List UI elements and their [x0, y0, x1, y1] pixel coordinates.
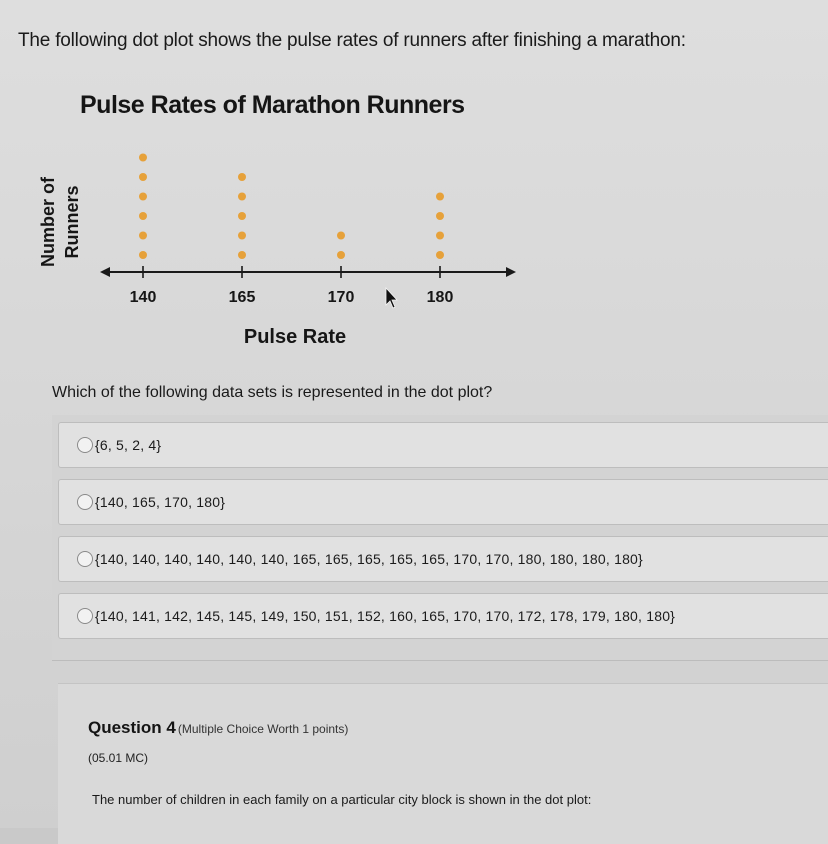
dot-mark — [238, 192, 246, 201]
x-ticks: 140 165 170 180 — [130, 266, 454, 306]
axis-arrow-right — [506, 267, 516, 277]
dot-mark — [139, 173, 147, 181]
dot-plot-chart: Pulse Rates of Marathon Runners Number o… — [38, 91, 516, 348]
x-tick-label: 180 — [427, 289, 454, 306]
radio-circle-icon[interactable] — [77, 494, 93, 510]
dot-mark — [238, 251, 246, 259]
x-axis — [100, 267, 516, 277]
dot-mark — [436, 212, 444, 220]
chart-title: Pulse Rates of Marathon Runners — [80, 91, 465, 119]
question-4-meta: (Multiple Choice Worth 1 points) — [177, 722, 349, 736]
dot-mark — [238, 173, 246, 181]
x-tick-label: 170 — [328, 289, 355, 306]
x-axis-label: Pulse Rate — [244, 326, 346, 348]
option-b-label: {140, 165, 170, 180} — [95, 494, 226, 510]
option-d-label: {140, 141, 142, 145, 145, 149, 150, 151,… — [95, 608, 676, 624]
question-4-text: The number of children in each family on… — [92, 792, 592, 807]
option-b[interactable]: {140, 165, 170, 180} — [58, 479, 828, 525]
option-a-label: {6, 5, 2, 4} — [95, 437, 162, 453]
option-d[interactable]: {140, 141, 142, 145, 145, 149, 150, 151,… — [58, 593, 828, 639]
dot-mark — [436, 251, 444, 259]
dot-mark — [139, 251, 147, 259]
x-tick-label: 165 — [229, 289, 256, 306]
y-axis-label-line1: Number of — [38, 176, 58, 267]
x-tick-label: 140 — [130, 289, 157, 306]
radio-circle-icon[interactable] — [77, 551, 93, 567]
dot-mark — [238, 212, 246, 220]
option-c-label: {140, 140, 140, 140, 140, 140, 165, 165,… — [95, 551, 643, 567]
option-a[interactable]: {6, 5, 2, 4} — [58, 422, 828, 468]
prompt-text: The following dot plot shows the pulse r… — [18, 30, 686, 51]
radio-circle-icon[interactable] — [77, 437, 93, 453]
dot-mark — [238, 231, 246, 240]
dot-mark — [337, 251, 345, 259]
dot-mark — [139, 153, 147, 162]
y-axis-label-line2: Runners — [62, 185, 82, 258]
dot-mark — [139, 192, 147, 201]
question-text: Which of the following data sets is repr… — [52, 384, 493, 401]
question-4-code: (05.01 MC) — [88, 751, 149, 765]
option-c[interactable]: {140, 140, 140, 140, 140, 140, 165, 165,… — [58, 536, 828, 582]
question-4-heading: Question 4 (Multiple Choice Worth 1 point… — [88, 718, 348, 738]
radio-circle-icon[interactable] — [77, 608, 93, 624]
axis-arrow-left — [100, 267, 110, 277]
mouse-cursor-icon — [385, 286, 398, 309]
y-axis-label: Number of Runners — [38, 176, 82, 267]
dot-mark — [139, 231, 147, 240]
dot-mark — [139, 212, 147, 220]
dot-mark — [337, 231, 345, 240]
dot-mark — [436, 231, 444, 240]
question-4-title: Question 4 — [88, 718, 176, 737]
dot-mark — [436, 192, 444, 201]
next-question-card — [58, 683, 828, 844]
dot-marks — [139, 153, 444, 259]
